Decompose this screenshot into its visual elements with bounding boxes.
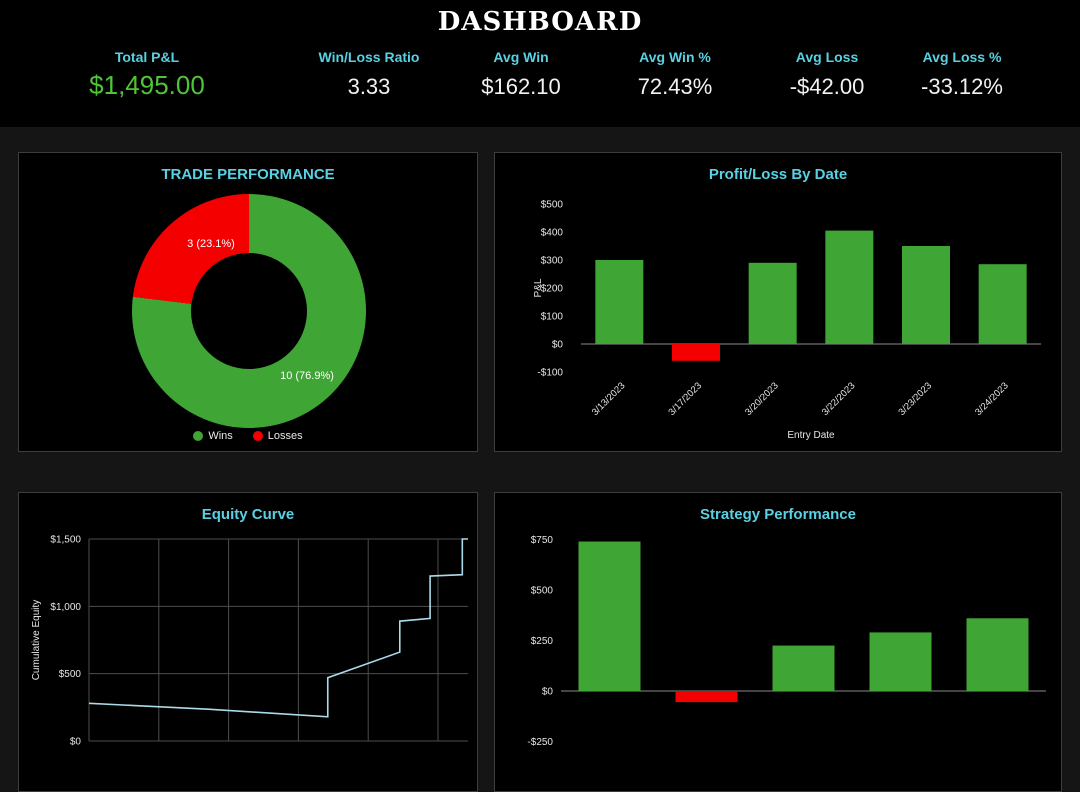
dashboard-grid: TRADE PERFORMANCE 3 (23.1%) 10 (76.9%) W…	[0, 127, 1080, 792]
svg-text:$250: $250	[531, 636, 554, 647]
kpi-value: 3.33	[347, 74, 391, 99]
svg-text:$500: $500	[531, 586, 554, 597]
svg-text:-$100: -$100	[537, 368, 563, 379]
kpi-total-pnl: Total P&L $1,495.00	[0, 49, 294, 101]
legend-label: Wins	[208, 430, 233, 442]
panel-strategy-performance: Strategy Performance -$250 $0 $250 $500 $750	[494, 492, 1062, 792]
kpi-label: Avg Win %	[639, 49, 711, 65]
equity-curve-line-chart: $0 $500 $1,000 $1,500 Cumulative Equity	[31, 535, 468, 748]
svg-text:P&L: P&L	[533, 278, 544, 297]
svg-text:$100: $100	[541, 312, 564, 323]
kpi-avg-win: Avg Win $162.10	[444, 49, 598, 101]
strategy-performance-bar-chart: -$250 $0 $250 $500 $750	[527, 535, 1046, 748]
legend-label: Losses	[267, 430, 303, 442]
kpi-row: Total P&L $1,495.00 Win/Loss Ratio 3.33 …	[0, 49, 1080, 101]
kpi-value: $162.10	[481, 74, 561, 99]
svg-text:$0: $0	[542, 687, 554, 698]
svg-text:3/24/2023: 3/24/2023	[973, 380, 1011, 418]
panel-equity-curve: Equity Curve $0 $500 $1,000 $1,500 Cumulativ…	[18, 492, 478, 792]
svg-text:$200: $200	[541, 284, 564, 295]
legend-item-losses[interactable]: Losses	[252, 430, 303, 442]
svg-text:$500: $500	[541, 200, 564, 211]
svg-text:$750: $750	[531, 535, 554, 546]
svg-text:Cumulative Equity: Cumulative Equity	[31, 600, 42, 681]
kpi-value: 72.43%	[637, 74, 713, 99]
svg-text:$400: $400	[541, 228, 564, 239]
svg-text:3/23/2023: 3/23/2023	[896, 380, 934, 418]
svg-text:$0: $0	[70, 737, 82, 748]
donut-hole	[191, 253, 307, 369]
kpi-winloss-ratio: Win/Loss Ratio 3.33	[294, 49, 444, 101]
svg-text:$500: $500	[59, 669, 82, 680]
svg-text:3/17/2023: 3/17/2023	[666, 380, 704, 418]
svg-text:$1,000: $1,000	[50, 602, 81, 613]
panel-title: TRADE PERFORMANCE	[161, 166, 335, 183]
kpi-avg-loss: Avg Loss -$42.00	[752, 49, 902, 101]
page-title: DASHBOARD	[437, 7, 643, 37]
losses-slice-label: 3 (23.1%)	[187, 238, 235, 250]
panel-pnl-by-date: Profit/Loss By Date -$100 $0 $100 $200 $300 $…	[494, 152, 1062, 452]
svg-text:Entry Date: Entry Date	[787, 430, 835, 441]
kpi-label: Avg Loss	[795, 49, 859, 65]
svg-text:3/20/2023: 3/20/2023	[743, 380, 781, 418]
svg-text:$0: $0	[552, 340, 564, 351]
kpi-avg-win-pct: Avg Win % 72.43%	[598, 49, 752, 101]
wins-slice-label: 10 (76.9%)	[280, 370, 334, 382]
pnl-by-date-bar-chart: -$100 $0 $100 $200 $300 $400 $500 3/13/2023 3/17…	[533, 200, 1041, 441]
donut-legend: Wins Losses	[19, 430, 477, 442]
svg-text:$300: $300	[541, 256, 564, 267]
svg-text:3/22/2023: 3/22/2023	[820, 380, 858, 418]
header: DASHBOARD Total P&L $1,495.00 Win/Loss R…	[0, 0, 1080, 127]
panel-title: Strategy Performance	[700, 506, 856, 523]
kpi-label: Win/Loss Ratio	[318, 49, 420, 65]
panel-trade-performance: TRADE PERFORMANCE 3 (23.1%) 10 (76.9%) W…	[18, 152, 478, 452]
kpi-value: -33.12%	[921, 74, 1003, 99]
trade-performance-donut-chart: 3 (23.1%) 10 (76.9%)	[132, 194, 366, 428]
wins-legend-dot-icon	[193, 431, 204, 441]
legend-item-wins[interactable]: Wins	[193, 430, 233, 442]
kpi-label: Total P&L	[114, 49, 180, 65]
panel-title: Equity Curve	[201, 506, 295, 523]
losses-legend-dot-icon	[252, 431, 263, 441]
kpi-value: -$42.00	[789, 74, 865, 99]
svg-text:3/13/2023: 3/13/2023	[590, 380, 628, 418]
kpi-label: Avg Win	[493, 49, 549, 65]
kpi-avg-loss-pct: Avg Loss % -33.12%	[902, 49, 1022, 101]
kpi-label: Avg Loss %	[922, 49, 1002, 65]
svg-text:-$250: -$250	[527, 737, 553, 748]
svg-text:$1,500: $1,500	[50, 535, 81, 546]
kpi-value: $1,495.00	[89, 70, 205, 100]
panel-title: Profit/Loss By Date	[708, 166, 848, 183]
